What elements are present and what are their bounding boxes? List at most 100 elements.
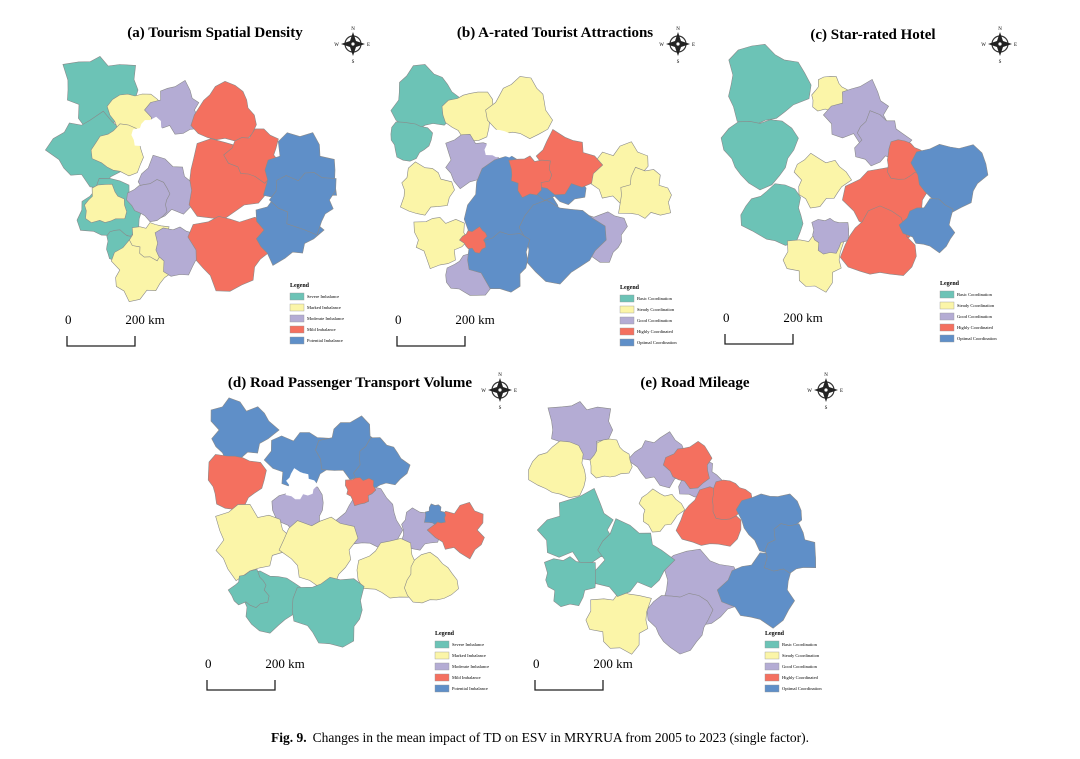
compass-s: S [499, 406, 502, 411]
legend-label: Moderate Imbalance [452, 664, 489, 669]
compass-e: E [692, 43, 695, 48]
compass-n: N [498, 373, 502, 378]
legend-label: Optimal Coordination [782, 686, 822, 691]
region [594, 518, 676, 597]
compass-n: N [824, 373, 828, 378]
map-panel: (c) Star-rated Hotel N S E W Legend Basic Coor… [720, 27, 1017, 345]
compass-n: N [676, 27, 680, 32]
legend-label: Optimal Coordination [637, 340, 677, 345]
legend-label: Highly Coordinated [782, 675, 819, 680]
legend-label: Basic Coordination [957, 292, 993, 297]
legend-swatch [764, 684, 780, 693]
region [227, 569, 270, 608]
legend-swatch [939, 312, 955, 321]
region [589, 438, 633, 479]
legend-swatch [289, 336, 305, 345]
region [404, 551, 459, 604]
region [793, 152, 853, 209]
region [400, 161, 455, 216]
compass-center [497, 387, 503, 393]
compass-e: E [1014, 43, 1017, 48]
legend-label: Severe Imbalance [307, 294, 339, 299]
map-hole [800, 114, 830, 144]
legend-label: Steady Coordination [637, 307, 675, 312]
region [618, 166, 672, 219]
legend-label: Optimal Coordination [957, 336, 997, 341]
legend-label: Highly Coordinated [637, 329, 674, 334]
region [536, 487, 617, 564]
region [662, 441, 713, 490]
map-hole [610, 474, 644, 507]
legend-swatch [764, 673, 780, 682]
compass-s: S [999, 60, 1002, 65]
legend-label: Basic Coordination [637, 296, 673, 301]
region [187, 215, 273, 292]
legend-swatch [619, 338, 635, 347]
region [84, 183, 128, 224]
map-title: (d) Road Passenger Transport Volume [228, 375, 473, 391]
scale-end: 200 km [455, 312, 494, 327]
legend-label: Steady Coordination [782, 653, 820, 658]
legend-swatch [434, 662, 450, 671]
scale-bar [66, 336, 136, 347]
region [268, 172, 337, 236]
legend-swatch [619, 305, 635, 314]
legend-swatch [764, 651, 780, 660]
legend-label: Mild Imbalance [452, 675, 481, 680]
region [190, 80, 257, 142]
legend-swatch [939, 301, 955, 310]
region [441, 91, 494, 142]
legend-swatch [619, 316, 635, 325]
region [646, 593, 714, 655]
scale-start: 0 [65, 312, 72, 327]
region [459, 226, 488, 254]
legend-label: Highly Coordinated [957, 325, 994, 330]
legend-title: Legend [620, 285, 640, 291]
region [424, 503, 446, 525]
region [898, 198, 956, 254]
legend-label: Good Coordination [637, 318, 673, 323]
map-hole [285, 468, 318, 500]
legend-title: Legend [290, 283, 310, 289]
legend-label: Mild Imbalance [307, 327, 336, 332]
region [544, 556, 597, 608]
scale-start: 0 [205, 656, 212, 671]
compass-center [350, 41, 356, 47]
scale-start: 0 [533, 656, 540, 671]
region [910, 143, 989, 214]
scale-end: 200 km [783, 310, 822, 325]
region [485, 76, 553, 140]
map-panel: (b) A-rated Tourist Attractions N S E W Legen… [390, 25, 695, 347]
region [720, 119, 799, 191]
scale-start: 0 [395, 312, 402, 327]
legend-label: Moderate Imbalance [307, 316, 344, 321]
region [811, 217, 850, 255]
legend-swatch [289, 325, 305, 334]
compass-n: N [351, 27, 355, 32]
legend-label: Severe Imbalance [452, 642, 484, 647]
compass-e: E [514, 389, 517, 394]
compass-s: S [825, 406, 828, 411]
region [763, 523, 817, 574]
region [518, 199, 607, 285]
map-panel: (d) Road Passenger Transport Volume N S E W L… [205, 373, 517, 693]
region [839, 205, 917, 276]
map-panel: (e) Road Mileage N S E W Legend Basic Coordina… [528, 373, 843, 693]
region [585, 590, 652, 655]
compass-e: E [840, 389, 843, 394]
legend-label: Potential Imbalance [307, 338, 343, 343]
compass-center [997, 41, 1003, 47]
legend-title: Legend [940, 281, 960, 287]
scale-bar [206, 680, 276, 691]
legend-swatch [939, 290, 955, 299]
legend-label: Marked Imbalance [452, 653, 486, 658]
compass-center [675, 41, 681, 47]
region [345, 477, 377, 507]
legend-swatch [289, 303, 305, 312]
map-hole [131, 116, 167, 152]
legend-swatch [289, 314, 305, 323]
region [356, 538, 419, 599]
compass-w: W [981, 43, 986, 48]
legend-label: Good Coordination [957, 314, 993, 319]
compass-center [823, 387, 829, 393]
